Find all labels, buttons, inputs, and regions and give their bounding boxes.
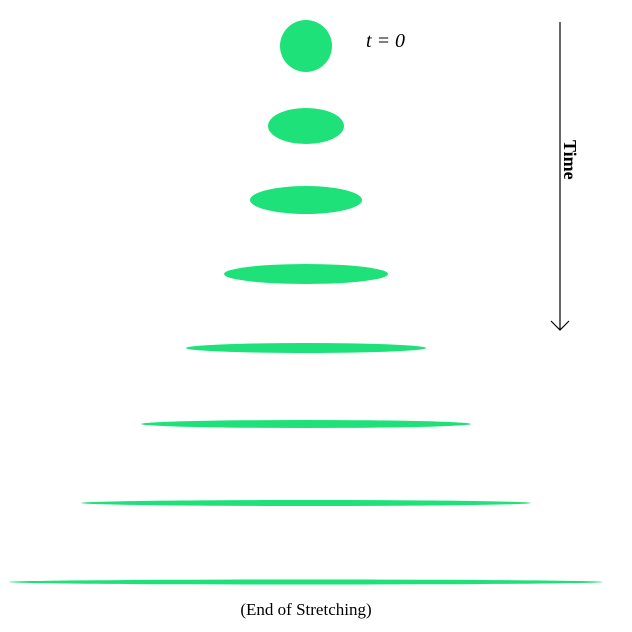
stretch-ellipse-2 xyxy=(250,186,362,214)
stretch-ellipse-7 xyxy=(9,580,603,585)
stretch-ellipse-5 xyxy=(141,420,471,428)
time-arrow xyxy=(540,22,580,343)
stretch-ellipse-0 xyxy=(280,20,332,72)
stretch-ellipse-3 xyxy=(224,264,388,284)
diagram-canvas: { "diagram": { "type": "infographic", "b… xyxy=(0,0,632,632)
stretch-ellipse-6 xyxy=(81,500,531,506)
caption: (End of Stretching) xyxy=(186,600,426,620)
t0-label: t = 0 xyxy=(366,30,405,53)
stretch-ellipse-4 xyxy=(186,343,426,353)
stretch-ellipse-1 xyxy=(268,108,344,144)
